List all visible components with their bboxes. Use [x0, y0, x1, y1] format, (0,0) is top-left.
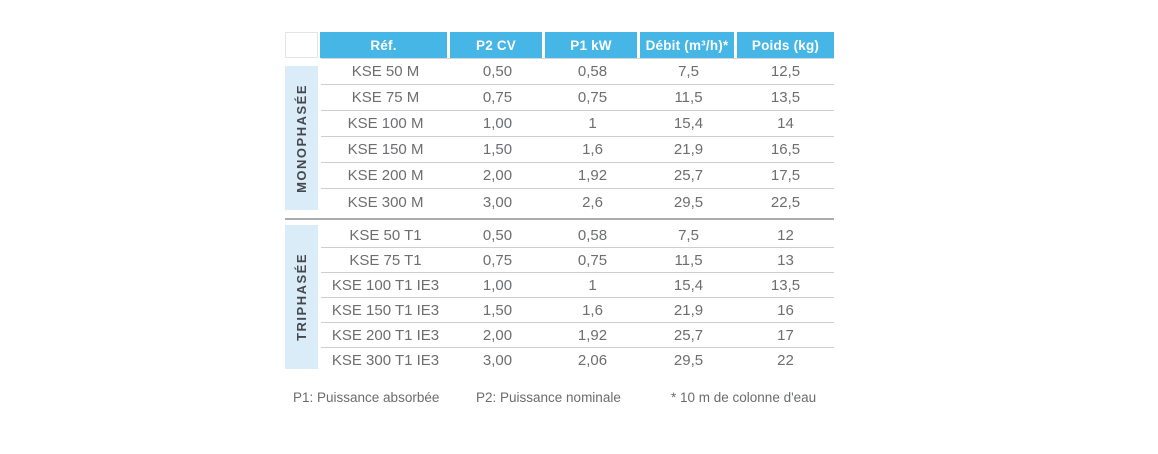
cell-value: 1,50 [450, 302, 545, 319]
section-band-monophase: MONOPHASÉE [285, 66, 318, 210]
cell-value: 12 [737, 227, 834, 244]
cell-value: 29,5 [640, 352, 737, 369]
pump-spec-table: Réf. P2 CV P1 kW Débit (m³/h)* Poids (kg… [285, 32, 834, 373]
cell-value: 1 [545, 115, 640, 132]
cell-ref: KSE 100 M [321, 115, 450, 132]
cell-value: 1,00 [450, 115, 545, 132]
table-row: KSE 300 T1 IE33,002,0629,522 [321, 348, 834, 373]
section-label-triphase: TRIPHASÉE [294, 253, 309, 341]
cell-value: 21,9 [640, 141, 737, 158]
cell-value: 11,5 [640, 89, 737, 106]
cell-value: 1,00 [450, 277, 545, 294]
cell-ref: KSE 150 T1 IE3 [321, 302, 450, 319]
footnote-p2: P2: Puissance nominale [476, 390, 621, 405]
rows-triphase: KSE 50 T10,500,587,512KSE 75 T10,750,751… [321, 223, 834, 373]
cell-ref: KSE 100 T1 IE3 [321, 277, 450, 294]
cell-value: 3,00 [450, 352, 545, 369]
cell-value: 22,5 [737, 194, 834, 211]
cell-ref: KSE 300 T1 IE3 [321, 352, 450, 369]
cell-ref: KSE 300 M [321, 194, 450, 211]
cell-value: 2,6 [545, 194, 640, 211]
table-row: KSE 75 M0,750,7511,513,5 [321, 85, 834, 111]
corner-cell [285, 32, 318, 58]
cell-value: 0,50 [450, 227, 545, 244]
cell-value: 1,6 [545, 302, 640, 319]
section-triphase: TRIPHASÉE KSE 50 T10,500,587,512KSE 75 T… [285, 223, 834, 373]
column-header-p1kw: P1 kW [545, 32, 637, 58]
cell-value: 7,5 [640, 63, 737, 80]
cell-value: 13,5 [737, 89, 834, 106]
cell-value: 1,6 [545, 141, 640, 158]
cell-value: 1 [545, 277, 640, 294]
cell-value: 16,5 [737, 141, 834, 158]
cell-value: 21,9 [640, 302, 737, 319]
column-header-poids: Poids (kg) [737, 32, 834, 58]
column-header-debit: Débit (m³/h)* [640, 32, 734, 58]
cell-value: 15,4 [640, 277, 737, 294]
cell-value: 17,5 [737, 167, 834, 184]
cell-ref: KSE 50 M [321, 63, 450, 80]
section-monophase: MONOPHASÉE KSE 50 M0,500,587,512,5KSE 75… [285, 58, 834, 215]
cell-ref: KSE 150 M [321, 141, 450, 158]
cell-value: 15,4 [640, 115, 737, 132]
cell-value: 0,75 [450, 252, 545, 269]
table-row: KSE 100 M1,00115,414 [321, 111, 834, 137]
cell-value: 17 [737, 327, 834, 344]
cell-value: 16 [737, 302, 834, 319]
cell-value: 0,58 [545, 227, 640, 244]
cell-value: 12,5 [737, 63, 834, 80]
cell-value: 0,75 [450, 89, 545, 106]
section-band-triphase: TRIPHASÉE [285, 225, 318, 369]
cell-value: 0,75 [545, 89, 640, 106]
cell-value: 29,5 [640, 194, 737, 211]
cell-value: 0,58 [545, 63, 640, 80]
table-row: KSE 150 T1 IE31,501,621,916 [321, 298, 834, 323]
table-body: MONOPHASÉE KSE 50 M0,500,587,512,5KSE 75… [285, 58, 834, 373]
cell-value: 11,5 [640, 252, 737, 269]
table-row: KSE 50 T10,500,587,512 [321, 223, 834, 248]
section-label-monophase: MONOPHASÉE [294, 84, 309, 193]
cell-ref: KSE 50 T1 [321, 227, 450, 244]
cell-value: 3,00 [450, 194, 545, 211]
cell-value: 22 [737, 352, 834, 369]
cell-value: 2,00 [450, 327, 545, 344]
cell-value: 1,50 [450, 141, 545, 158]
cell-value: 0,75 [545, 252, 640, 269]
footnote-asterisk: * 10 m de colonne d'eau [671, 390, 816, 405]
table-row: KSE 300 M3,002,629,522,5 [321, 189, 834, 215]
cell-ref: KSE 200 M [321, 167, 450, 184]
table-row: KSE 200 M2,001,9225,717,5 [321, 163, 834, 189]
table-row: KSE 150 M1,501,621,916,5 [321, 137, 834, 163]
cell-value: 0,50 [450, 63, 545, 80]
cell-value: 2,06 [545, 352, 640, 369]
cell-value: 13,5 [737, 277, 834, 294]
table-row: KSE 50 M0,500,587,512,5 [321, 59, 834, 85]
cell-value: 14 [737, 115, 834, 132]
column-header-p2cv: P2 CV [450, 32, 542, 58]
cell-value: 25,7 [640, 167, 737, 184]
table-row: KSE 100 T1 IE31,00115,413,5 [321, 273, 834, 298]
column-header-ref: Réf. [320, 32, 447, 58]
cell-ref: KSE 200 T1 IE3 [321, 327, 450, 344]
section-divider [285, 218, 834, 220]
cell-ref: KSE 75 M [321, 89, 450, 106]
cell-value: 1,92 [545, 167, 640, 184]
cell-value: 13 [737, 252, 834, 269]
table-row: KSE 75 T10,750,7511,513 [321, 248, 834, 273]
table-row: KSE 200 T1 IE32,001,9225,717 [321, 323, 834, 348]
cell-value: 2,00 [450, 167, 545, 184]
cell-value: 7,5 [640, 227, 737, 244]
footnote-p1: P1: Puissance absorbée [293, 390, 439, 405]
cell-value: 1,92 [545, 327, 640, 344]
cell-value: 25,7 [640, 327, 737, 344]
cell-ref: KSE 75 T1 [321, 252, 450, 269]
rows-monophase: KSE 50 M0,500,587,512,5KSE 75 M0,750,751… [321, 58, 834, 215]
table-header-row: Réf. P2 CV P1 kW Débit (m³/h)* Poids (kg… [285, 32, 834, 58]
